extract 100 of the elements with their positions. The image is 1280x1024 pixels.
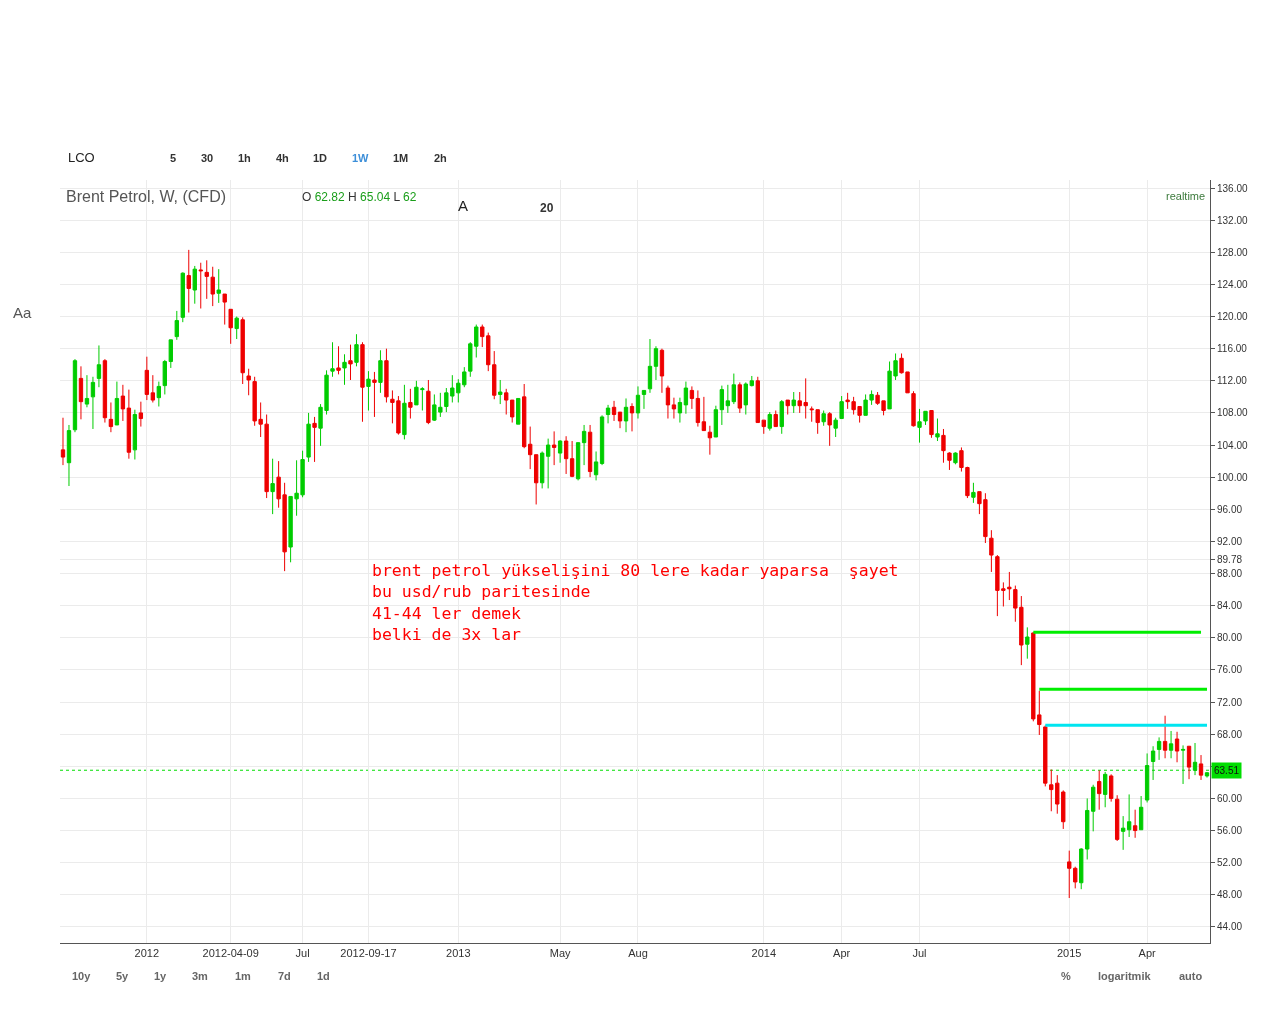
candlestick — [677, 397, 683, 424]
candlestick — [827, 411, 832, 447]
candlestick — [96, 344, 102, 388]
candlestick — [1144, 752, 1150, 803]
candlestick — [587, 424, 593, 478]
candlestick — [156, 381, 162, 407]
text: 5y — [116, 970, 130, 982]
y-tick-label: 80.00 — [1217, 632, 1243, 644]
candlestick — [941, 428, 946, 464]
candlestick — [516, 397, 521, 425]
candlestick — [737, 381, 742, 414]
y-tick-label: 120.00 — [1217, 311, 1249, 323]
candlestick — [635, 385, 641, 420]
candlestick — [1192, 742, 1198, 776]
candlestick — [701, 396, 707, 432]
y-tick-label: 92.00 — [1217, 535, 1243, 547]
candlestick — [1097, 769, 1102, 811]
x-tick-label: Apr — [1138, 947, 1156, 960]
candlestick — [617, 411, 623, 429]
candlestick — [180, 271, 185, 323]
candlestick — [557, 439, 563, 464]
candlestick — [569, 440, 575, 478]
candlestick — [731, 373, 737, 405]
candlestick — [551, 430, 557, 466]
candlestick — [102, 358, 108, 424]
candlestick — [1150, 745, 1156, 781]
text: 1h — [238, 152, 252, 164]
candlestick — [120, 384, 126, 422]
candlestick — [545, 438, 551, 489]
y-tick-label: 60.00 — [1217, 792, 1243, 804]
text: O 62.82 H 65.04 L 62 — [302, 190, 417, 204]
y-tick-label: 84.00 — [1217, 600, 1243, 612]
candlestick — [563, 435, 569, 475]
x-tick-label: Jul — [295, 947, 310, 960]
candlestick — [989, 529, 994, 573]
text: 1m — [235, 970, 252, 982]
candlestick — [306, 412, 311, 463]
candlestick — [581, 424, 587, 466]
x-tick-label: 2012-09-17 — [340, 947, 397, 960]
text: 7d — [278, 970, 291, 982]
x-tick-label: 2015 — [1057, 947, 1082, 960]
candlestick — [90, 376, 96, 430]
y-tick-label: 132.00 — [1217, 214, 1249, 226]
candlestick — [821, 410, 826, 427]
candlestick — [216, 268, 221, 304]
candlestick — [498, 379, 503, 405]
y-tick-label: 68.00 — [1217, 728, 1243, 740]
candlestick — [228, 308, 233, 345]
candlestick — [114, 381, 120, 426]
candlestick — [947, 451, 952, 471]
x-tick-label: Apr — [833, 947, 851, 960]
candlestick — [713, 405, 719, 438]
candlestick — [240, 316, 245, 385]
y-tick-label: 100.00 — [1217, 471, 1249, 483]
candlestick — [833, 417, 838, 438]
candlestick — [1180, 744, 1186, 785]
candlestick — [1198, 754, 1204, 781]
candlestick — [66, 424, 72, 487]
candlestick — [108, 401, 114, 433]
y-tick-label: 52.00 — [1217, 857, 1243, 869]
candlestick — [773, 410, 778, 428]
y-tick-label: 96.00 — [1217, 503, 1243, 515]
annotation: A — [458, 197, 469, 214]
candlestick — [647, 338, 653, 394]
candlestick — [911, 390, 916, 428]
candlestick — [348, 344, 353, 381]
candlestick — [791, 391, 796, 414]
candlestick — [605, 404, 611, 424]
candlestick — [671, 397, 677, 420]
candlestick — [1138, 795, 1144, 831]
candlestick — [204, 259, 209, 300]
candlestick — [138, 401, 144, 428]
y-tick-label: 72.00 — [1217, 696, 1243, 708]
text: Aa — [13, 304, 32, 321]
x-tick-label: Aug — [628, 947, 648, 960]
candlestick — [839, 395, 844, 420]
candlestick — [372, 371, 377, 418]
annotation: brent petrol yükselişini 80 lere kadar yaparsa şayet bu usd/rub paritesinde 41-44 ler demek belki de 3x lar — [372, 561, 899, 645]
y-tick-label: 48.00 — [1217, 889, 1243, 901]
candlestick — [330, 341, 335, 378]
candlestick — [126, 389, 132, 460]
y-tick-label: 104.00 — [1217, 439, 1249, 451]
text: % — [1061, 970, 1071, 982]
annotation: realtime — [1166, 190, 1206, 202]
candlestick — [150, 374, 156, 403]
text: 10y — [72, 970, 92, 982]
candlestick — [767, 411, 772, 432]
candlestick — [1132, 809, 1138, 839]
candlestick — [144, 356, 150, 401]
candlestick — [623, 397, 629, 433]
y-tick-label: 44.00 — [1217, 921, 1243, 933]
text: LCO — [68, 150, 95, 165]
text: Brent Petrol, W, (CFD) — [66, 187, 227, 205]
text: auto — [1179, 970, 1203, 982]
candlestick — [665, 385, 671, 420]
candlestick — [402, 384, 407, 440]
candlestick — [641, 389, 647, 410]
x-tick-label: Jul — [912, 947, 927, 960]
candlestick — [1186, 745, 1192, 780]
candlestick — [384, 348, 389, 403]
